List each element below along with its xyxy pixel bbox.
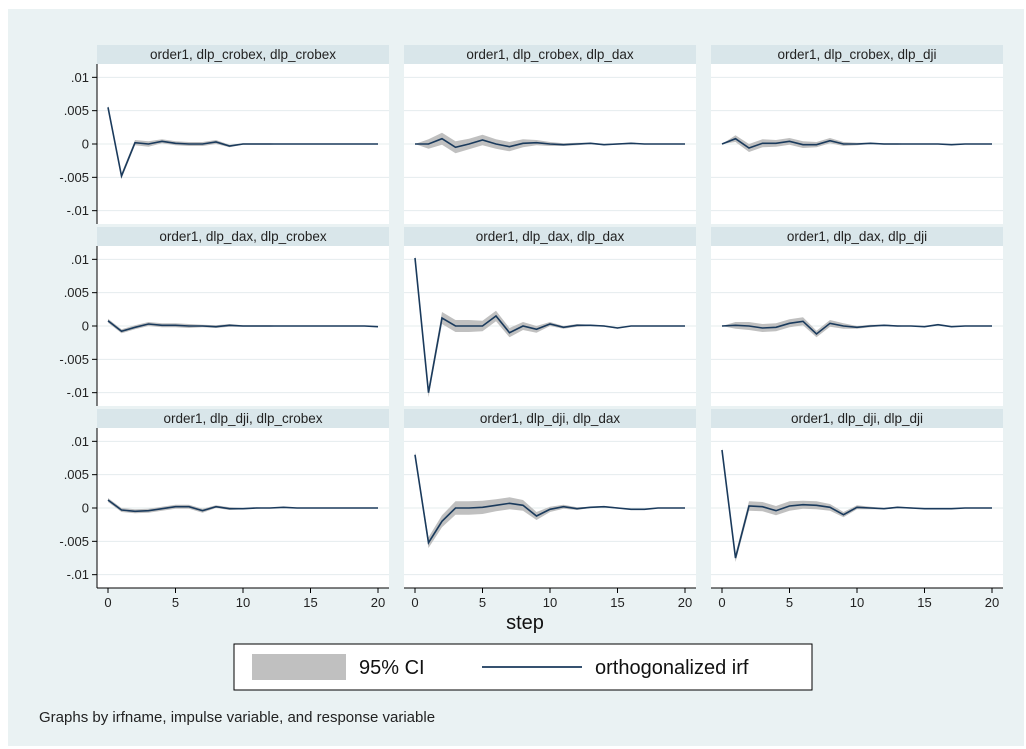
x-tick-label: 15	[610, 595, 624, 610]
panel-header	[711, 227, 1003, 246]
y-tick-label: -.005	[59, 352, 89, 367]
graph-note: Graphs by irfname, impulse variable, and…	[39, 709, 435, 726]
panel-title: order1, dlp_dax, dlp_crobex	[159, 229, 327, 244]
x-tick-label: 5	[786, 595, 793, 610]
x-tick-label: 10	[543, 595, 557, 610]
panel-header	[97, 409, 389, 428]
y-tick-label: .01	[71, 252, 89, 267]
y-tick-label: 0	[82, 319, 89, 334]
irf-line	[414, 257, 685, 393]
panel-header	[404, 45, 696, 64]
y-tick-label: -.01	[67, 385, 89, 400]
x-tick-label: 0	[411, 595, 418, 610]
panel-title: order1, dlp_dji, dlp_dji	[791, 411, 923, 426]
irf-line	[414, 454, 685, 545]
irf-line	[721, 449, 992, 559]
irf-line	[107, 107, 378, 179]
x-tick-label: 5	[172, 595, 179, 610]
y-tick-label: .01	[71, 434, 89, 449]
x-tick-label: 20	[678, 595, 692, 610]
y-tick-label: -.005	[59, 534, 89, 549]
panel-header	[404, 227, 696, 246]
panel-header	[97, 227, 389, 246]
x-tick-label: 10	[850, 595, 864, 610]
panel-title: order1, dlp_dji, dlp_crobex	[163, 411, 322, 426]
irf-line	[721, 320, 992, 336]
panel-header	[711, 409, 1003, 428]
x-tick-label: 20	[985, 595, 999, 610]
x-tick-label: 10	[236, 595, 250, 610]
y-tick-label: .01	[71, 70, 89, 85]
panel-title: order1, dlp_crobex, dlp_crobex	[150, 47, 336, 62]
y-tick-label: .005	[64, 103, 89, 118]
panel-title: order1, dlp_dax, dlp_dji	[787, 229, 927, 244]
x-tick-label: 0	[104, 595, 111, 610]
irf-line	[415, 137, 685, 149]
panel-title: order1, dlp_crobex, dlp_dax	[466, 47, 634, 62]
x-tick-label: 20	[371, 595, 385, 610]
panel-header	[404, 409, 696, 428]
panel-title: order1, dlp_dax, dlp_dax	[476, 229, 625, 244]
panel-title: order1, dlp_crobex, dlp_dji	[777, 47, 936, 62]
y-tick-label: 0	[82, 501, 89, 516]
y-tick-label: 0	[82, 137, 89, 152]
y-tick-label: .005	[64, 467, 89, 482]
y-tick-label: .005	[64, 285, 89, 300]
x-tick-label: 0	[718, 595, 725, 610]
panel-title: order1, dlp_dji, dlp_dax	[480, 411, 621, 426]
figure-background: order1, dlp_crobex, dlp_crobex .01 .005 0 -.…	[8, 9, 1024, 746]
irf-chart: order1, dlp_crobex, dlp_crobex .01 .005 0 -.…	[39, 45, 1003, 726]
legend-irf-label: orthogonalized irf	[595, 657, 749, 679]
y-tick-label: -.01	[67, 567, 89, 582]
ci-band	[415, 132, 685, 154]
x-tick-label: 5	[479, 595, 486, 610]
y-tick-label: -.01	[67, 203, 89, 218]
irf-line	[107, 320, 379, 333]
x-tick-label: 15	[303, 595, 317, 610]
x-tick-label: 15	[917, 595, 931, 610]
panel-header	[711, 45, 1003, 64]
x-axis-title: step	[506, 612, 544, 634]
panel-header	[97, 45, 389, 64]
legend-ci-label: 95% CI	[359, 657, 425, 679]
legend-ci-swatch	[252, 654, 346, 680]
irf-line	[107, 499, 378, 513]
y-tick-label: -.005	[59, 170, 89, 185]
irf-line	[721, 137, 992, 149]
